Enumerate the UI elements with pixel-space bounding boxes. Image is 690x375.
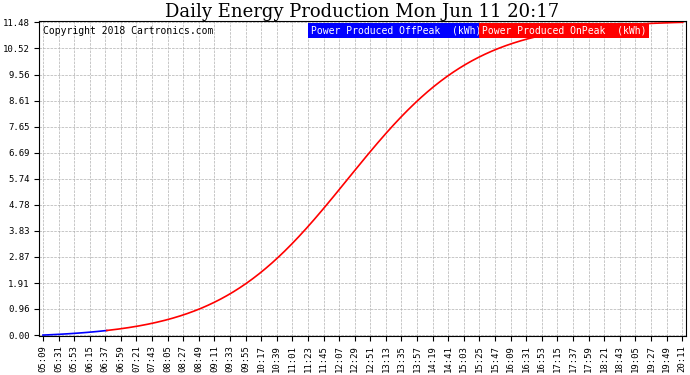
Text: Power Produced OnPeak  (kWh): Power Produced OnPeak (kWh) (482, 26, 647, 36)
Text: Copyright 2018 Cartronics.com: Copyright 2018 Cartronics.com (43, 26, 213, 36)
Text: Power Produced OffPeak  (kWh): Power Produced OffPeak (kWh) (310, 26, 481, 36)
Title: Daily Energy Production Mon Jun 11 20:17: Daily Energy Production Mon Jun 11 20:17 (166, 3, 560, 21)
